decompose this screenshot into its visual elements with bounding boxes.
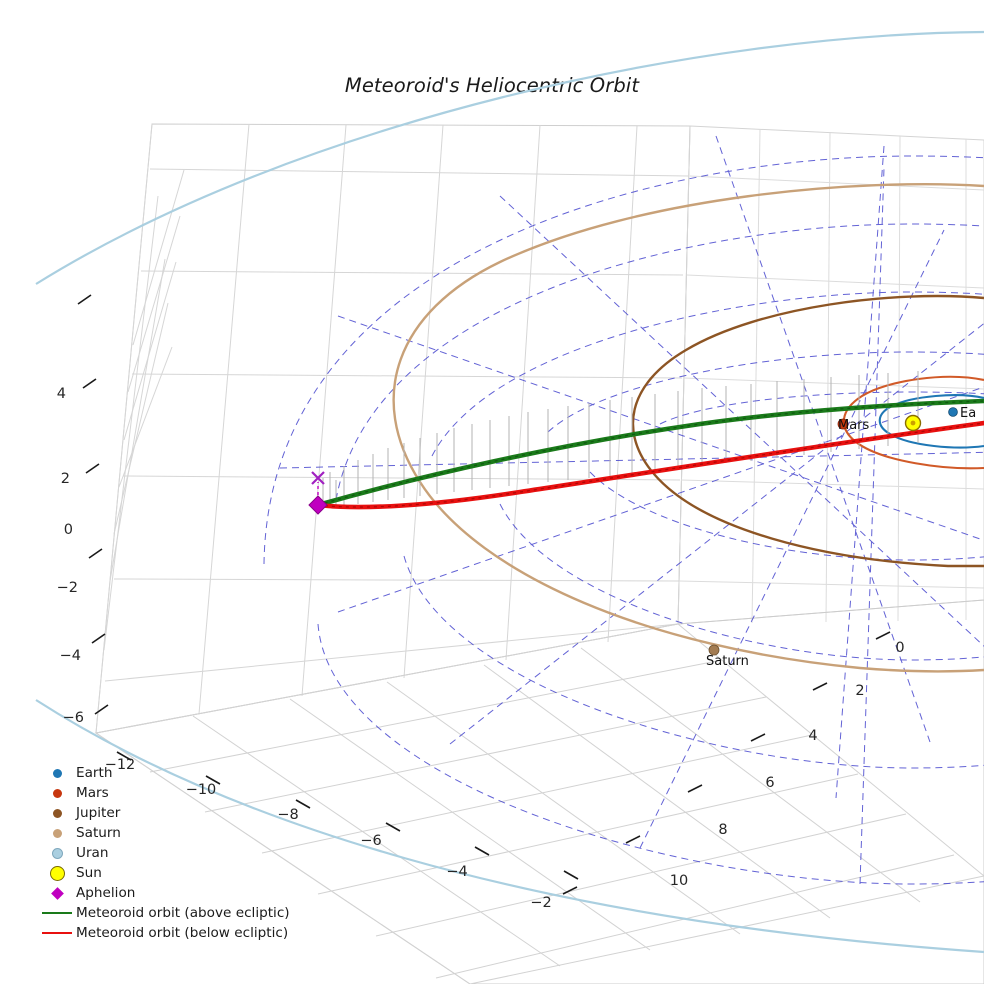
legend-item-mars[interactable]: Mars bbox=[38, 783, 290, 803]
polar-grid bbox=[263, 135, 984, 885]
meteoroid-orbit-above-texture bbox=[317, 400, 984, 506]
y-tick-labels: 0 2 4 6 8 10 bbox=[670, 640, 905, 889]
circle-icon bbox=[38, 808, 76, 818]
svg-text:−6: −6 bbox=[360, 833, 381, 849]
circle-icon bbox=[38, 828, 76, 838]
svg-text:2: 2 bbox=[61, 471, 70, 487]
legend-label: Jupiter bbox=[76, 805, 121, 821]
z-tick-labels: 4 2 0 −2 −4 −6 bbox=[57, 386, 84, 726]
svg-text:0: 0 bbox=[895, 640, 904, 656]
page-title: Meteoroid's Heliocentric Orbit bbox=[344, 74, 640, 97]
svg-text:0: 0 bbox=[64, 522, 73, 538]
svg-text:10: 10 bbox=[670, 873, 688, 889]
circle-icon bbox=[38, 865, 76, 881]
svg-text:−2: −2 bbox=[57, 580, 78, 596]
legend-item-saturn[interactable]: Saturn bbox=[38, 823, 290, 843]
saturn-label: Saturn bbox=[706, 654, 749, 669]
legend: Earth Mars Jupiter Saturn Uran Sun Aphel… bbox=[38, 763, 290, 943]
svg-text:−12: −12 bbox=[105, 757, 136, 773]
mars-label: Mars bbox=[838, 418, 870, 433]
earth-label: Ea bbox=[960, 406, 976, 421]
svg-text:−2: −2 bbox=[530, 895, 551, 911]
legend-label: Meteoroid orbit (above ecliptic) bbox=[76, 905, 290, 921]
circle-icon bbox=[38, 847, 76, 859]
svg-text:2: 2 bbox=[855, 683, 864, 699]
legend-label: Mars bbox=[76, 785, 109, 801]
legend-item-jupiter[interactable]: Jupiter bbox=[38, 803, 290, 823]
svg-text:4: 4 bbox=[57, 386, 66, 402]
circle-icon bbox=[38, 788, 76, 798]
earth-marker bbox=[948, 407, 958, 417]
svg-text:−6: −6 bbox=[63, 710, 84, 726]
legend-label: Earth bbox=[76, 765, 113, 781]
legend-label: Uran bbox=[76, 845, 109, 861]
earth-orbit bbox=[878, 394, 984, 449]
svg-text:−4: −4 bbox=[60, 648, 81, 664]
svg-text:6: 6 bbox=[765, 775, 774, 791]
aphelion-marker bbox=[308, 471, 328, 515]
svg-text:−4: −4 bbox=[446, 864, 467, 880]
uranus-orbit-far bbox=[35, 699, 984, 954]
uranus-orbit bbox=[35, 30, 984, 285]
svg-text:−8: −8 bbox=[277, 807, 298, 823]
legend-item-aphelion[interactable]: Aphelion bbox=[38, 883, 290, 903]
meteoroid-orbit-above bbox=[315, 398, 984, 508]
saturn-orbit bbox=[392, 183, 984, 673]
circle-icon bbox=[38, 768, 76, 778]
sun-marker bbox=[904, 414, 922, 432]
axis-floor-plane bbox=[94, 599, 984, 984]
svg-text:8: 8 bbox=[718, 822, 727, 838]
legend-item-sun[interactable]: Sun bbox=[38, 863, 290, 883]
legend-label: Sun bbox=[76, 865, 102, 881]
axis-wall-right bbox=[677, 125, 984, 625]
planet-orbits bbox=[35, 30, 984, 954]
legend-item-orbit-above[interactable]: Meteoroid orbit (above ecliptic) bbox=[38, 903, 290, 923]
legend-label: Meteoroid orbit (below ecliptic) bbox=[76, 925, 289, 941]
jupiter-orbit bbox=[631, 294, 984, 568]
legend-item-uran[interactable]: Uran bbox=[38, 843, 290, 863]
stem-lines bbox=[322, 371, 919, 508]
axis-ticks bbox=[77, 294, 891, 895]
diamond-icon bbox=[38, 886, 76, 900]
aphelion-diamond-icon bbox=[308, 495, 328, 515]
svg-text:4: 4 bbox=[808, 728, 817, 744]
mars-marker bbox=[837, 418, 849, 430]
legend-item-earth[interactable]: Earth bbox=[38, 763, 290, 783]
saturn-marker bbox=[708, 644, 720, 656]
meteoroid-orbit-below-texture bbox=[317, 422, 984, 508]
legend-label: Saturn bbox=[76, 825, 121, 841]
legend-item-orbit-below[interactable]: Meteoroid orbit (below ecliptic) bbox=[38, 923, 290, 943]
svg-text:−10: −10 bbox=[186, 782, 217, 798]
line-icon bbox=[38, 931, 76, 935]
x-tick-labels: −12 −10 −8 −6 −4 −2 bbox=[105, 757, 552, 911]
legend-label: Aphelion bbox=[76, 885, 136, 901]
line-icon bbox=[38, 911, 76, 915]
axis-wall-left bbox=[95, 123, 691, 734]
